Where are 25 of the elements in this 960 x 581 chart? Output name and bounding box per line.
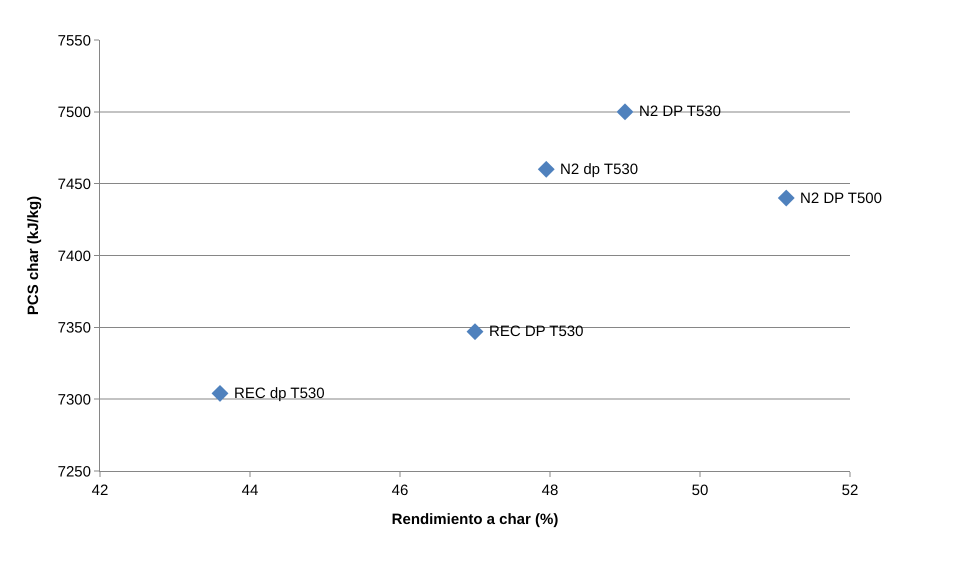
x-tick-label: 48 <box>542 482 558 499</box>
point <box>778 190 795 206</box>
annotation: N2 DP T500 <box>800 190 882 207</box>
y-tick-label: 7350 <box>58 320 91 337</box>
x-tick-label: 46 <box>392 482 408 499</box>
annotation: N2 dp T530 <box>560 161 638 178</box>
annotation: REC dp T530 <box>234 385 325 402</box>
y-tick-label: 7300 <box>58 391 91 408</box>
y-tick-label: 7500 <box>58 104 91 122</box>
y-tick-label: 7450 <box>58 176 91 193</box>
y-tick-label: 7400 <box>58 248 91 265</box>
x-axis-title: Rendimiento a char (%) <box>392 511 558 528</box>
y-tick-label: 7550 <box>58 32 91 50</box>
y-tick-label: 7250 <box>58 463 91 480</box>
x-tick-label: 44 <box>242 482 258 499</box>
x-tick-label: 50 <box>692 482 708 499</box>
point <box>616 103 634 120</box>
point <box>466 323 484 340</box>
x-tick-label: 42 <box>92 482 108 499</box>
point <box>538 160 555 178</box>
point <box>212 384 228 402</box>
annotation: N2 DP T530 <box>639 103 721 120</box>
annotation: REC DP T530 <box>489 323 584 340</box>
x-tick-label: 52 <box>842 482 858 499</box>
y-axis-title: PCS char (kJ/kg) <box>24 196 42 316</box>
